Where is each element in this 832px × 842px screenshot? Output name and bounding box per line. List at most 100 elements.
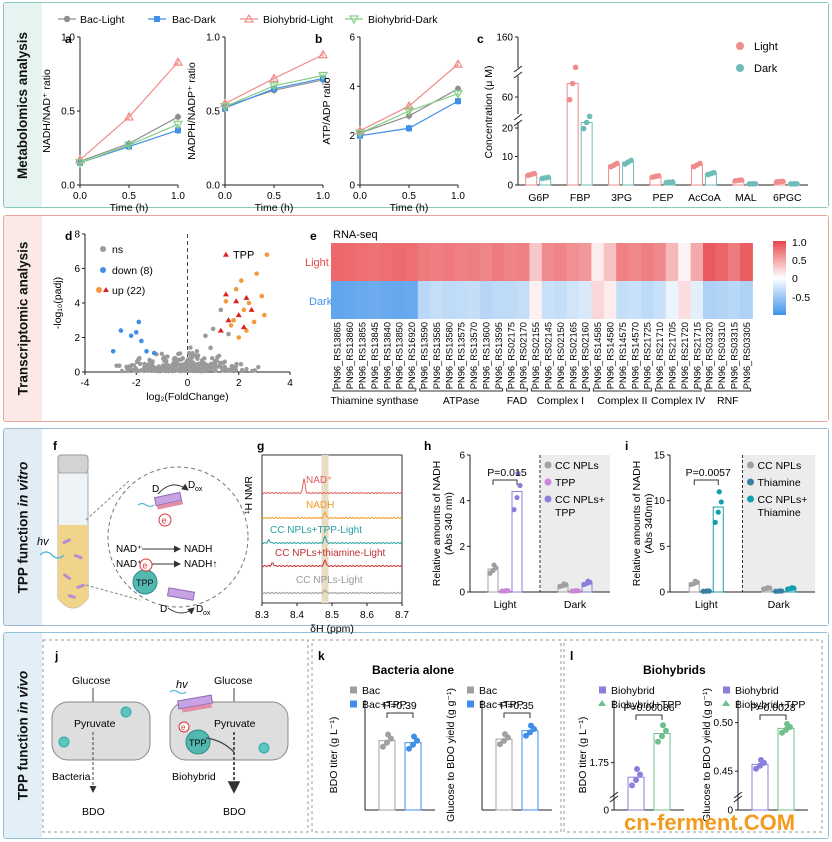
heatmap-cell-light	[455, 243, 468, 281]
legend-dot	[736, 64, 744, 72]
nmr-label-tpp: CC NPLs+TPP-Light	[270, 525, 362, 536]
ns-point	[150, 359, 155, 364]
panel-j-letter: j	[54, 649, 58, 663]
category-label: PEP	[652, 192, 673, 204]
heatmap-cell-dark	[591, 281, 605, 319]
svg-text:BDO: BDO	[82, 806, 105, 818]
axis-break	[609, 795, 619, 803]
ns-point	[218, 307, 224, 313]
y-tick-label: 1.0	[206, 33, 220, 44]
gene-label: PN96_RS13840	[382, 322, 392, 389]
y-tick-label: 0.5	[61, 107, 75, 118]
heatmap-cell-dark	[417, 281, 431, 319]
heatmap-cell-light	[603, 243, 617, 281]
heatmap-cell-dark	[504, 281, 518, 319]
svg-text:ox: ox	[203, 610, 211, 617]
ns-point	[256, 364, 261, 370]
heatmap-cell-dark	[430, 281, 443, 319]
group-bracket-complex-iv	[654, 388, 702, 392]
gene-label: PN96_RS13580	[444, 322, 454, 389]
svg-text:ox: ox	[195, 486, 203, 493]
replicate-dot	[655, 738, 661, 745]
ns-point	[214, 358, 219, 363]
legend-label-2: Thiamine	[758, 507, 801, 519]
ns-point	[189, 360, 195, 365]
panel-c-letter: c	[477, 32, 484, 46]
legend-label: CC NPLs+	[555, 494, 605, 506]
ns-point	[152, 365, 157, 371]
legend-dot	[736, 42, 744, 50]
category-label: MAL	[735, 192, 757, 204]
heatmap-cell-dark	[690, 281, 704, 319]
replicate-dot	[580, 125, 587, 132]
gene-label: PN96_RS14585	[593, 322, 603, 389]
panel-h-letter: h	[424, 439, 431, 453]
ns-point	[176, 351, 181, 357]
heatmap-cell-light	[393, 243, 406, 281]
bacteria-cell	[51, 701, 151, 761]
group-bracket-complex-i	[530, 388, 590, 392]
svg-text:Pyruvate: Pyruvate	[214, 718, 256, 730]
gene-label: PN96_RS13850	[395, 322, 405, 389]
legend-up-marker-tri	[103, 287, 109, 292]
svg-text:Pyruvate: Pyruvate	[74, 718, 116, 730]
down-point	[136, 319, 142, 325]
heatmap-cell-light	[715, 243, 729, 281]
axis-break	[513, 71, 523, 79]
replicate-dot	[517, 482, 523, 489]
data-point	[452, 58, 464, 68]
ns-point	[244, 366, 249, 372]
heatmap-cell-dark	[331, 281, 344, 319]
replicate-dot	[738, 177, 745, 183]
svg-text:D: D	[152, 484, 159, 495]
legend-bio-dark: Biohybrid-Dark	[368, 14, 438, 26]
nmr-trace-nad	[261, 478, 402, 495]
up-point	[223, 298, 229, 304]
p-value: P=0.0057	[686, 467, 731, 479]
replicate-dot	[569, 80, 576, 87]
group-label-complex-ii: Complex II	[597, 395, 647, 407]
heatmap-cell-dark	[579, 281, 592, 319]
heatmap-cell-light	[529, 243, 543, 281]
replicate-dot	[692, 578, 698, 584]
heatmap-cell-dark	[554, 281, 567, 319]
gene-label: PN96_RS14570	[630, 322, 640, 389]
legend-label: Bac+TPP	[479, 699, 524, 711]
legend-dot	[544, 495, 552, 503]
ns-point	[160, 367, 166, 373]
legend-label: CC NPLs	[555, 460, 599, 472]
replicate-dot	[497, 741, 503, 748]
svg-text:D: D	[188, 480, 195, 491]
down-point	[144, 349, 149, 354]
watermark: cn-ferment.COM	[624, 810, 795, 835]
significance-bracket	[759, 714, 787, 720]
ns-point	[222, 364, 227, 370]
section-metabolomics: Metabolomics analysis	[3, 2, 829, 208]
row-label-light: Light	[305, 257, 329, 269]
heatmap-cell-dark	[355, 281, 369, 319]
tpp-icon-vivo	[185, 729, 211, 755]
legend-marker	[723, 686, 730, 694]
heatmap-cell-light	[665, 243, 679, 281]
category-label: Light	[494, 599, 517, 611]
legend-bac-dark: Bac-Dark	[172, 14, 217, 26]
ns-point	[208, 345, 213, 351]
gene-label: PN96_RS02165	[568, 322, 578, 389]
heatmap-cell-light	[541, 243, 555, 281]
replicate-dot	[410, 741, 416, 748]
heatmap-cell-light	[566, 243, 580, 281]
x-tick-label: 0	[185, 378, 191, 389]
legend-up-marker	[96, 287, 102, 293]
svg-text:Bacteria: Bacteria	[52, 771, 91, 783]
replicate-dot	[669, 179, 676, 185]
gene-label: PN96_RS14580	[606, 322, 616, 389]
ns-point	[212, 365, 217, 370]
heatmap-cell-light	[703, 243, 716, 281]
replicate-dot	[716, 489, 722, 495]
heatmap-cell-dark	[467, 281, 481, 319]
chart-nadh-tpp: 0 2 4 6 Relative amounts of NADH (Abs 340 nm)…	[431, 451, 610, 611]
replicate-dot	[384, 739, 390, 746]
peak-highlight	[321, 455, 329, 603]
gene-label: PN96_RS02145	[544, 322, 554, 389]
data-point	[354, 129, 366, 139]
